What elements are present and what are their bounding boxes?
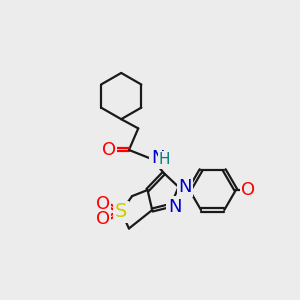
Text: O: O <box>95 195 110 213</box>
Text: O: O <box>95 210 110 228</box>
Text: S: S <box>115 202 128 221</box>
Text: O: O <box>241 181 255 199</box>
Text: N: N <box>168 198 182 216</box>
Text: O: O <box>102 141 116 159</box>
Text: N: N <box>178 178 191 196</box>
Text: N: N <box>151 149 164 167</box>
Text: H: H <box>159 152 170 167</box>
